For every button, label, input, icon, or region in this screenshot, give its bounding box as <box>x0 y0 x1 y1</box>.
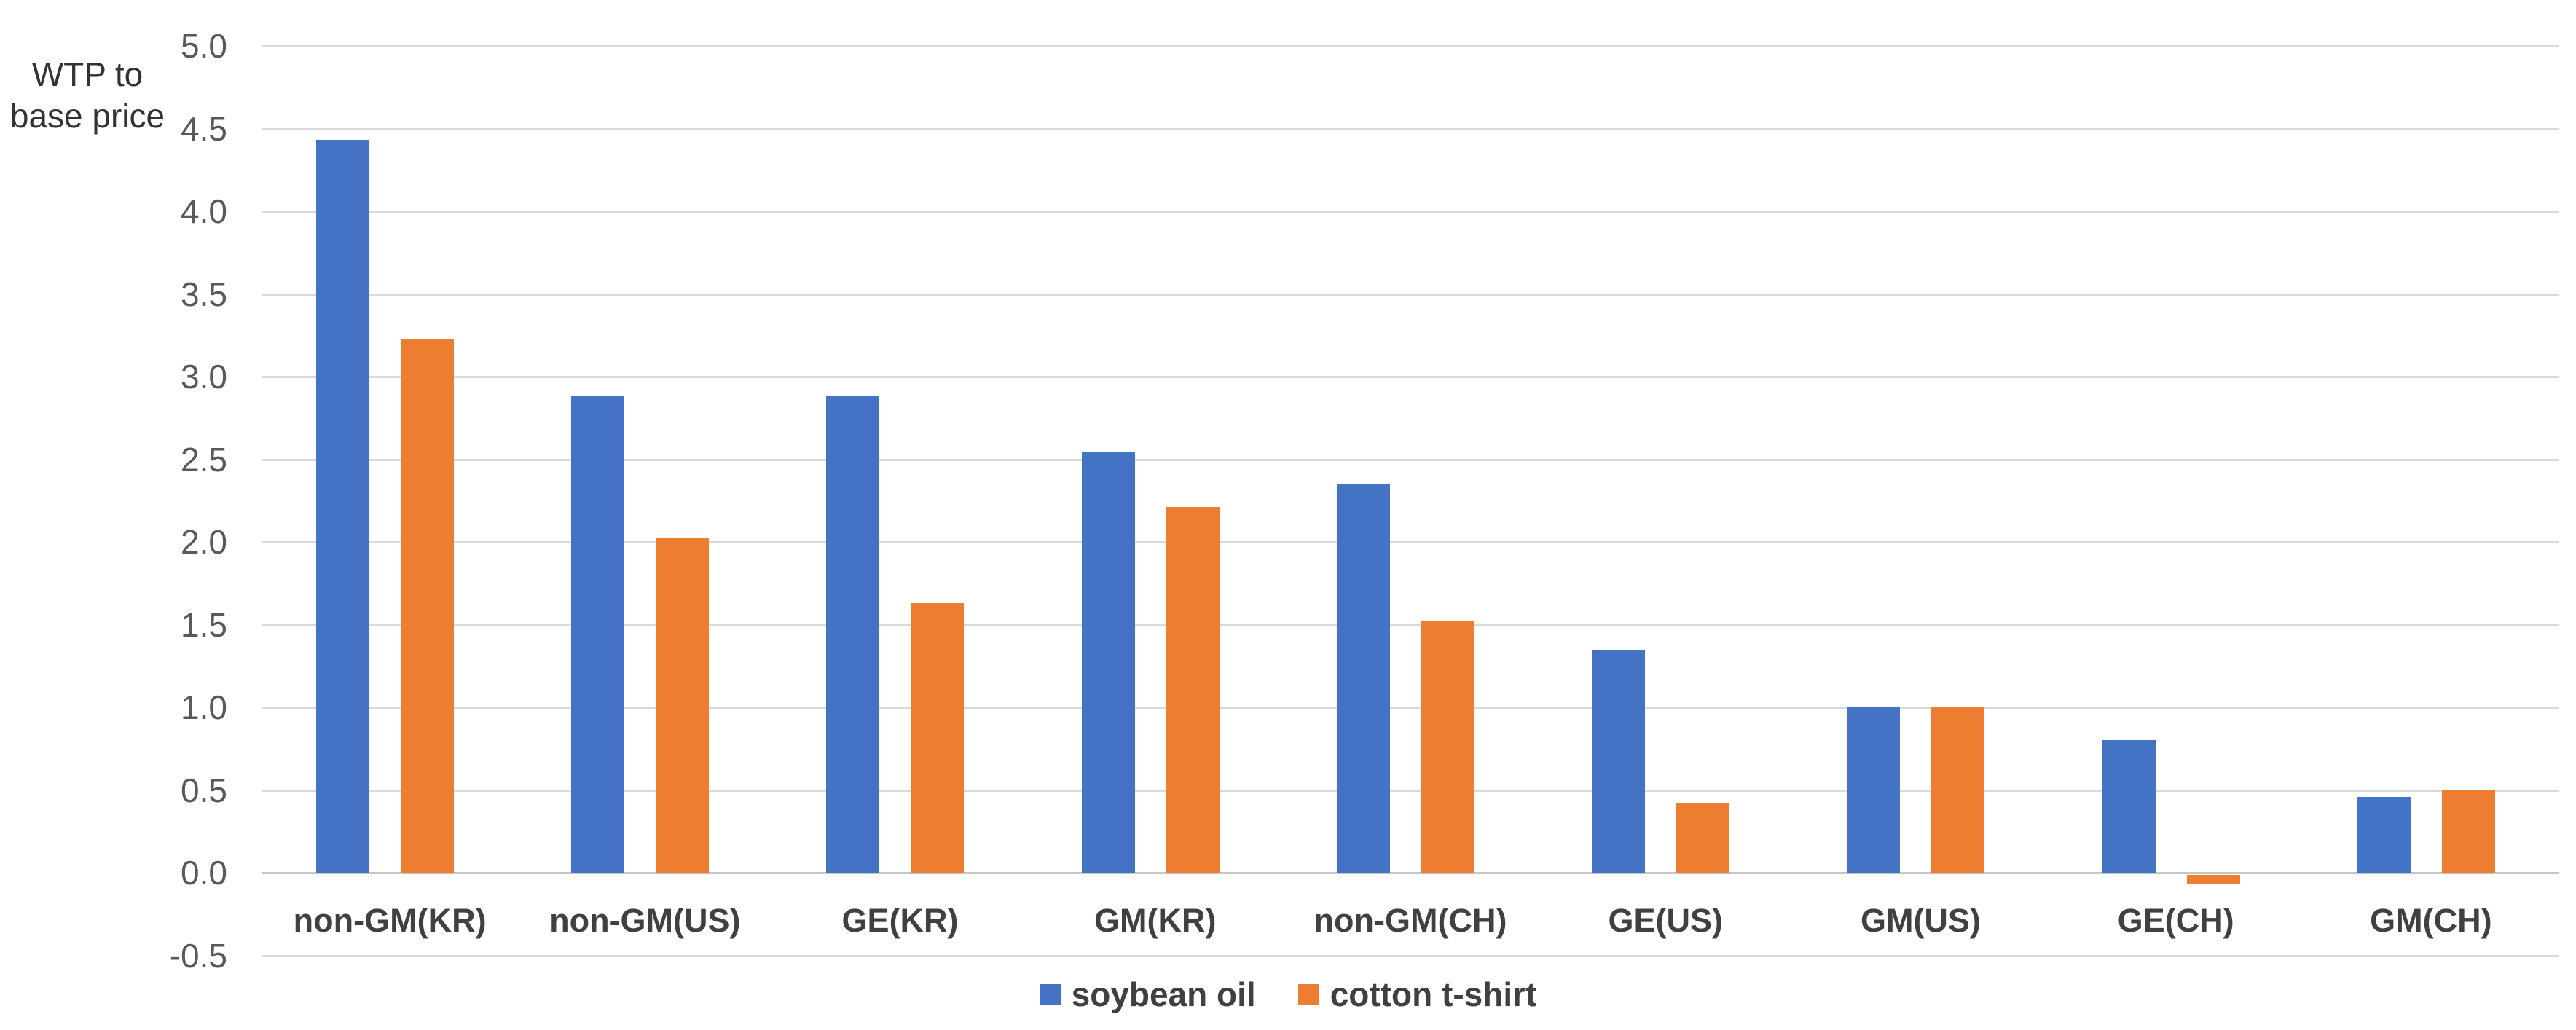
x-axis-label-GM(US): GM(US) <box>1860 902 1981 939</box>
legend-swatch-icon <box>1297 983 1319 1005</box>
y-axis-tick-label: 2.5 <box>181 440 227 479</box>
x-axis-label-GE(US): GE(US) <box>1608 902 1723 939</box>
y-axis-tick-label: 4.5 <box>181 109 227 148</box>
legend-item-cotton-t-shirt: cotton t-shirt <box>1297 975 1537 1014</box>
bar-cotton-t-shirt-non-GM(US) <box>656 538 710 873</box>
legend-label: cotton t-shirt <box>1330 975 1537 1013</box>
bar-soybean-oil-GE(CH) <box>2102 740 2156 873</box>
legend-item-soybean-oil: soybean oil <box>1039 975 1256 1014</box>
bar-soybean-oil-GE(US) <box>1592 649 1646 873</box>
bar-cotton-t-shirt-non-GM(KR) <box>401 338 454 873</box>
y-axis-tick-label: 1.5 <box>181 605 227 644</box>
gridline <box>262 954 2559 957</box>
gridline <box>262 458 2559 461</box>
gridline <box>262 624 2559 626</box>
bar-soybean-oil-non-GM(CH) <box>1336 484 1390 873</box>
y-axis-tick-label: 4.0 <box>181 192 227 230</box>
x-axis-label-GE(KR): GE(KR) <box>841 902 959 939</box>
bar-cotton-t-shirt-GM(CH) <box>2441 790 2495 873</box>
y-axis-tick-label: 2.0 <box>181 523 227 561</box>
x-axis-label-non-GM(CH): non-GM(CH) <box>1313 902 1507 939</box>
y-axis-title-line-1: WTP to <box>31 55 144 93</box>
y-axis-tick-label: 3.0 <box>181 358 227 396</box>
bar-cotton-t-shirt-GE(KR) <box>911 602 965 873</box>
bar-cotton-t-shirt-GM(US) <box>1931 707 1985 873</box>
gridline <box>262 376 2559 378</box>
gridline <box>262 293 2559 296</box>
legend: soybean oil cotton t-shirt <box>0 975 2576 1014</box>
gridline <box>262 45 2559 47</box>
gridline <box>262 789 2559 792</box>
bar-soybean-oil-GE(KR) <box>826 396 880 873</box>
y-axis-tick-label: 3.5 <box>181 275 227 313</box>
legend-label: soybean oil <box>1071 975 1256 1013</box>
legend-swatch-icon <box>1039 983 1061 1005</box>
bar-cotton-t-shirt-GM(KR) <box>1166 507 1220 873</box>
bar-soybean-oil-GM(KR) <box>1081 452 1135 873</box>
y-axis-tick-label: -0.5 <box>169 936 227 975</box>
gridline <box>262 541 2559 543</box>
y-axis-tick-label: 5.0 <box>181 27 227 65</box>
x-axis-label-GM(KR): GM(KR) <box>1094 902 1217 939</box>
gridline <box>262 211 2559 213</box>
bar-cotton-t-shirt-GE(CH) <box>2186 875 2240 884</box>
x-axis-label-non-GM(US): non-GM(US) <box>549 902 741 939</box>
x-axis-label-non-GM(KR): non-GM(KR) <box>293 902 487 939</box>
y-axis-tick-label: 1.0 <box>181 688 227 726</box>
y-axis-tick-label: 0.5 <box>181 771 227 809</box>
gridline <box>262 707 2559 709</box>
zero-gridline <box>262 872 2559 874</box>
bar-soybean-oil-GM(US) <box>1847 707 1901 873</box>
gridline <box>262 127 2559 130</box>
x-axis-label-GE(CH): GE(CH) <box>2117 902 2234 939</box>
y-axis-title-line-2: base price <box>9 97 165 135</box>
bar-soybean-oil-non-GM(KR) <box>316 140 369 873</box>
bar-soybean-oil-GM(CH) <box>2357 796 2411 873</box>
bar-cotton-t-shirt-GE(US) <box>1676 803 1730 873</box>
y-axis-tick-label: 0.0 <box>181 854 227 892</box>
bar-soybean-oil-non-GM(US) <box>571 396 625 873</box>
bar-cotton-t-shirt-non-GM(CH) <box>1421 621 1474 873</box>
x-axis-label-GM(CH): GM(CH) <box>2370 902 2492 939</box>
y-axis-title: WTP to base price <box>6 54 169 137</box>
